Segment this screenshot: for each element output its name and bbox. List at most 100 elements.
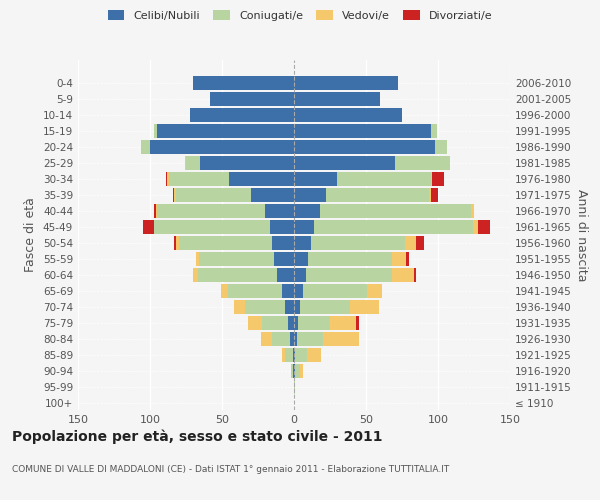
Bar [190, 108, 294, 122]
Bar [471, 204, 474, 218]
Bar [251, 188, 294, 202]
Bar [294, 108, 402, 122]
Bar [154, 124, 157, 138]
Bar [406, 252, 409, 266]
Bar [199, 252, 274, 266]
Bar [311, 236, 405, 250]
Bar [269, 220, 294, 234]
Bar [154, 220, 269, 234]
Bar [169, 172, 229, 186]
Bar [173, 188, 175, 202]
Bar [337, 172, 431, 186]
Bar [291, 364, 293, 378]
Bar [293, 348, 294, 362]
Bar [233, 300, 245, 314]
Bar [175, 188, 176, 202]
Bar [272, 332, 290, 346]
Bar [323, 332, 359, 346]
Bar [294, 348, 295, 362]
Bar [186, 156, 200, 170]
Bar [293, 364, 294, 378]
Bar [314, 220, 473, 234]
Bar [200, 156, 294, 170]
Bar [431, 172, 432, 186]
Bar [248, 316, 262, 330]
Bar [175, 236, 176, 250]
Bar [294, 76, 398, 90]
Bar [295, 364, 300, 378]
Bar [288, 316, 294, 330]
Bar [294, 316, 298, 330]
Bar [262, 316, 288, 330]
Bar [294, 332, 297, 346]
Bar [302, 284, 367, 298]
Text: Popolazione per età, sesso e stato civile - 2011: Popolazione per età, sesso e stato civil… [12, 430, 383, 444]
Bar [294, 156, 395, 170]
Text: COMUNE DI VALLE DI MADDALONI (CE) - Dati ISTAT 1° gennaio 2011 - Elaborazione TU: COMUNE DI VALLE DI MADDALONI (CE) - Dati… [12, 465, 449, 474]
Bar [286, 348, 293, 362]
Bar [272, 236, 294, 250]
Bar [228, 284, 283, 298]
Bar [392, 252, 406, 266]
Bar [286, 300, 294, 314]
Bar [185, 156, 186, 170]
Bar [229, 172, 294, 186]
Bar [193, 76, 294, 90]
Bar [294, 284, 302, 298]
Bar [356, 316, 359, 330]
Bar [300, 300, 350, 314]
Bar [294, 204, 320, 218]
Bar [308, 252, 392, 266]
Bar [431, 124, 437, 138]
Bar [300, 364, 302, 378]
Bar [416, 236, 424, 250]
Bar [320, 204, 471, 218]
Bar [431, 188, 438, 202]
Bar [197, 268, 277, 282]
Bar [143, 220, 154, 234]
Bar [211, 92, 294, 106]
Bar [298, 316, 330, 330]
Y-axis label: Fasce di età: Fasce di età [25, 198, 37, 272]
Bar [294, 188, 326, 202]
Bar [261, 332, 272, 346]
Bar [294, 380, 295, 394]
Bar [294, 220, 314, 234]
Bar [157, 124, 294, 138]
Bar [294, 300, 300, 314]
Bar [367, 284, 382, 298]
Bar [166, 172, 167, 186]
Bar [305, 268, 392, 282]
Bar [294, 364, 295, 378]
Bar [330, 316, 356, 330]
Bar [150, 140, 294, 153]
Bar [274, 252, 294, 266]
Bar [307, 348, 322, 362]
Bar [294, 268, 305, 282]
Bar [277, 268, 294, 282]
Bar [294, 172, 337, 186]
Bar [350, 300, 379, 314]
Bar [265, 204, 294, 218]
Bar [413, 268, 416, 282]
Bar [176, 188, 251, 202]
Bar [196, 252, 199, 266]
Bar [405, 236, 416, 250]
Bar [294, 140, 435, 153]
Bar [156, 204, 157, 218]
Bar [176, 236, 179, 250]
Bar [395, 156, 449, 170]
Bar [326, 188, 430, 202]
Bar [294, 124, 431, 138]
Bar [432, 172, 444, 186]
Bar [294, 252, 308, 266]
Legend: Celibi/Nubili, Coniugati/e, Vedovi/e, Divorziati/e: Celibi/Nubili, Coniugati/e, Vedovi/e, Di… [103, 6, 497, 25]
Bar [154, 204, 156, 218]
Bar [142, 140, 150, 153]
Bar [283, 284, 294, 298]
Y-axis label: Anni di nascita: Anni di nascita [575, 188, 588, 281]
Bar [193, 268, 197, 282]
Bar [179, 236, 272, 250]
Bar [297, 332, 323, 346]
Bar [295, 348, 307, 362]
